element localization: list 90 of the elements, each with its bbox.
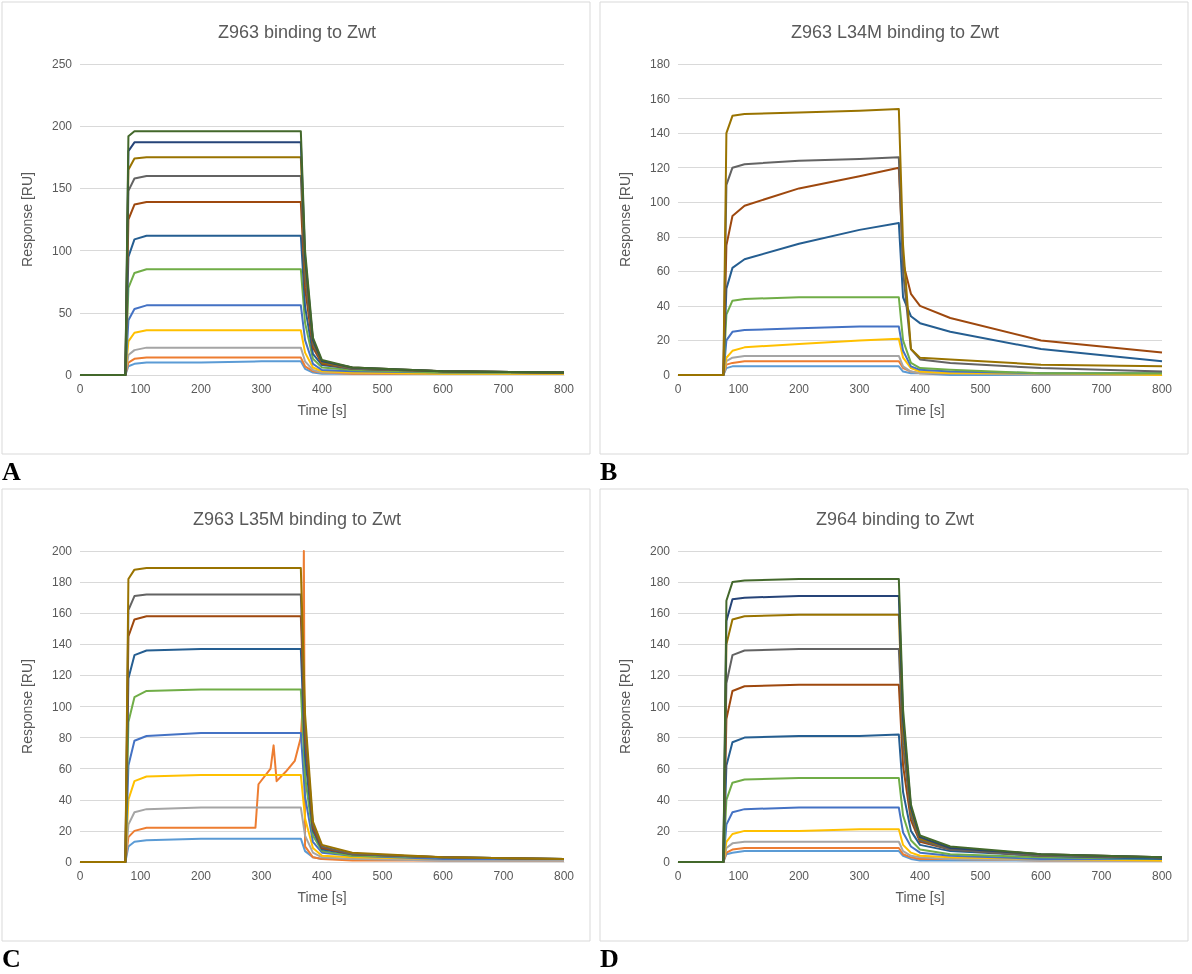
x-axis-title: Time [s]	[895, 889, 945, 905]
y-tick-label: 80	[656, 730, 671, 745]
y-tick-label: 40	[656, 298, 671, 313]
x-tick-label: 600	[1030, 382, 1052, 396]
y-tick-label: 200	[51, 544, 73, 558]
x-tick-label: 800	[1151, 869, 1173, 883]
x-tick-label: 0	[674, 382, 682, 396]
x-tick-label: 100	[728, 869, 749, 883]
y-tick-label: 60	[656, 761, 671, 776]
x-tick-label: 300	[849, 869, 870, 883]
x-tick-label: 300	[251, 869, 272, 883]
x-axis-title: Time [s]	[297, 889, 347, 905]
x-tick-label: 0	[76, 869, 84, 883]
x-tick-label: 500	[372, 869, 393, 883]
chart-title: Z963 binding to Zwt	[217, 22, 377, 42]
y-tick-label: 80	[656, 229, 671, 244]
x-tick-label: 800	[553, 869, 575, 883]
text: A	[2, 456, 21, 486]
x-tick-label: 600	[432, 869, 454, 883]
chart-title: Z964 binding to Zwt	[815, 509, 975, 529]
text: D	[600, 943, 619, 973]
y-tick-label: 100	[649, 699, 671, 714]
x-tick-label: 0	[76, 382, 84, 396]
text: B	[600, 456, 618, 486]
text: C	[2, 943, 21, 973]
x-tick-label: 700	[1091, 869, 1112, 883]
x-tick-label: 200	[190, 382, 212, 396]
y-axis-title: Response [RU]	[617, 172, 633, 267]
chart-title: Z963 L34M binding to Zwt	[790, 22, 1000, 42]
x-tick-label: 200	[788, 382, 810, 396]
y-tick-label: 250	[51, 57, 73, 71]
y-tick-label: 40	[656, 792, 671, 807]
y-tick-label: 0	[663, 368, 671, 382]
y-tick-label: 50	[58, 305, 73, 320]
y-tick-label: 160	[51, 606, 73, 621]
x-axis-title: Time [s]	[895, 402, 945, 418]
y-tick-label: 0	[65, 855, 73, 869]
y-tick-label: 160	[649, 606, 671, 621]
y-tick-label: 120	[649, 668, 671, 683]
x-tick-label: 100	[728, 382, 749, 396]
x-tick-label: 400	[909, 869, 931, 883]
y-axis-title: Response [RU]	[19, 172, 35, 267]
y-tick-label: 140	[51, 637, 73, 652]
y-tick-label: 20	[656, 333, 671, 348]
x-tick-label: 100	[130, 382, 151, 396]
y-axis-title: Response [RU]	[19, 659, 35, 754]
y-tick-label: 0	[663, 855, 671, 869]
y-tick-label: 200	[51, 119, 73, 134]
y-tick-label: 100	[51, 243, 73, 258]
x-tick-label: 800	[553, 382, 575, 396]
x-tick-label: 700	[493, 869, 514, 883]
x-tick-label: 800	[1151, 382, 1173, 396]
y-tick-label: 150	[51, 181, 73, 196]
x-tick-label: 500	[970, 382, 991, 396]
y-tick-label: 80	[58, 730, 73, 745]
x-tick-label: 200	[190, 869, 212, 883]
y-tick-label: 180	[51, 575, 73, 590]
x-tick-label: 700	[493, 382, 514, 396]
y-tick-label: 140	[649, 126, 671, 141]
y-tick-label: 180	[649, 57, 671, 71]
x-tick-label: 700	[1091, 382, 1112, 396]
y-tick-label: 100	[649, 195, 671, 210]
x-tick-label: 200	[788, 869, 810, 883]
y-tick-label: 60	[656, 264, 671, 279]
x-tick-label: 400	[909, 382, 931, 396]
y-tick-label: 100	[51, 699, 73, 714]
x-tick-label: 300	[849, 382, 870, 396]
y-tick-label: 200	[649, 544, 671, 558]
x-tick-label: 400	[311, 869, 333, 883]
x-tick-label: 600	[432, 382, 454, 396]
y-tick-label: 160	[649, 91, 671, 106]
y-tick-label: 40	[58, 792, 73, 807]
y-tick-label: 20	[656, 823, 671, 838]
y-tick-label: 140	[649, 637, 671, 652]
y-tick-label: 0	[65, 368, 73, 382]
y-tick-label: 120	[51, 668, 73, 683]
x-tick-label: 500	[970, 869, 991, 883]
y-tick-label: 180	[649, 575, 671, 590]
y-tick-label: 120	[649, 160, 671, 175]
x-tick-label: 600	[1030, 869, 1052, 883]
chart-title: Z963 L35M binding to Zwt	[192, 509, 402, 529]
x-tick-label: 300	[251, 382, 272, 396]
x-tick-label: 500	[372, 382, 393, 396]
x-tick-label: 400	[311, 382, 333, 396]
x-tick-label: 100	[130, 869, 151, 883]
y-tick-label: 60	[58, 761, 73, 776]
y-tick-label: 20	[58, 823, 73, 838]
x-tick-label: 0	[674, 869, 682, 883]
x-axis-title: Time [s]	[297, 402, 347, 418]
y-axis-title: Response [RU]	[617, 659, 633, 754]
